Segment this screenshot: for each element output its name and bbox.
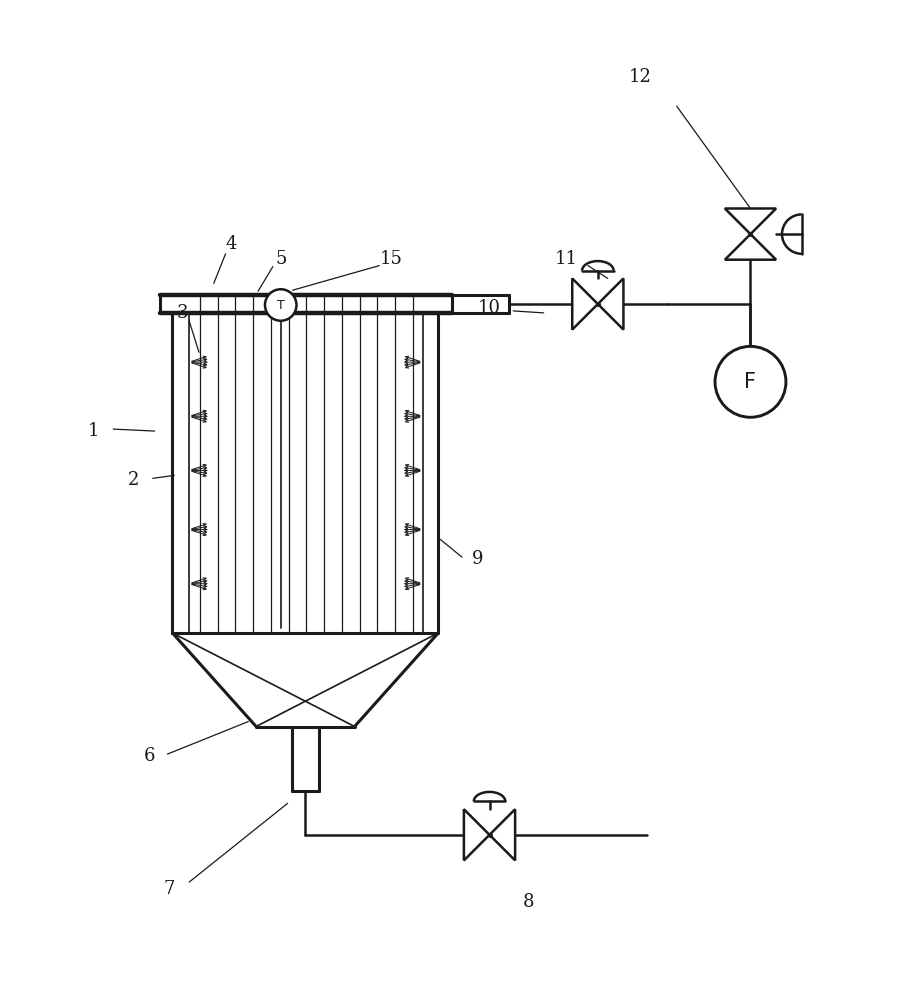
Polygon shape — [572, 278, 597, 330]
Text: 2: 2 — [127, 471, 139, 489]
Text: 7: 7 — [164, 880, 175, 898]
Text: 8: 8 — [523, 893, 534, 911]
Text: T: T — [277, 299, 285, 312]
Text: 5: 5 — [275, 250, 286, 268]
Polygon shape — [490, 809, 515, 860]
Polygon shape — [725, 234, 776, 260]
Text: 15: 15 — [380, 250, 403, 268]
Text: F: F — [745, 372, 757, 392]
Text: 4: 4 — [226, 235, 237, 253]
Text: 10: 10 — [478, 299, 501, 317]
Text: 1: 1 — [88, 422, 100, 440]
Text: 12: 12 — [629, 68, 651, 86]
Text: 9: 9 — [472, 550, 483, 568]
Polygon shape — [464, 809, 490, 860]
Text: 11: 11 — [554, 250, 578, 268]
Text: 6: 6 — [144, 747, 156, 765]
Circle shape — [265, 289, 296, 321]
Circle shape — [715, 346, 786, 417]
Text: 3: 3 — [177, 304, 188, 322]
Polygon shape — [597, 278, 623, 330]
Polygon shape — [725, 208, 776, 234]
